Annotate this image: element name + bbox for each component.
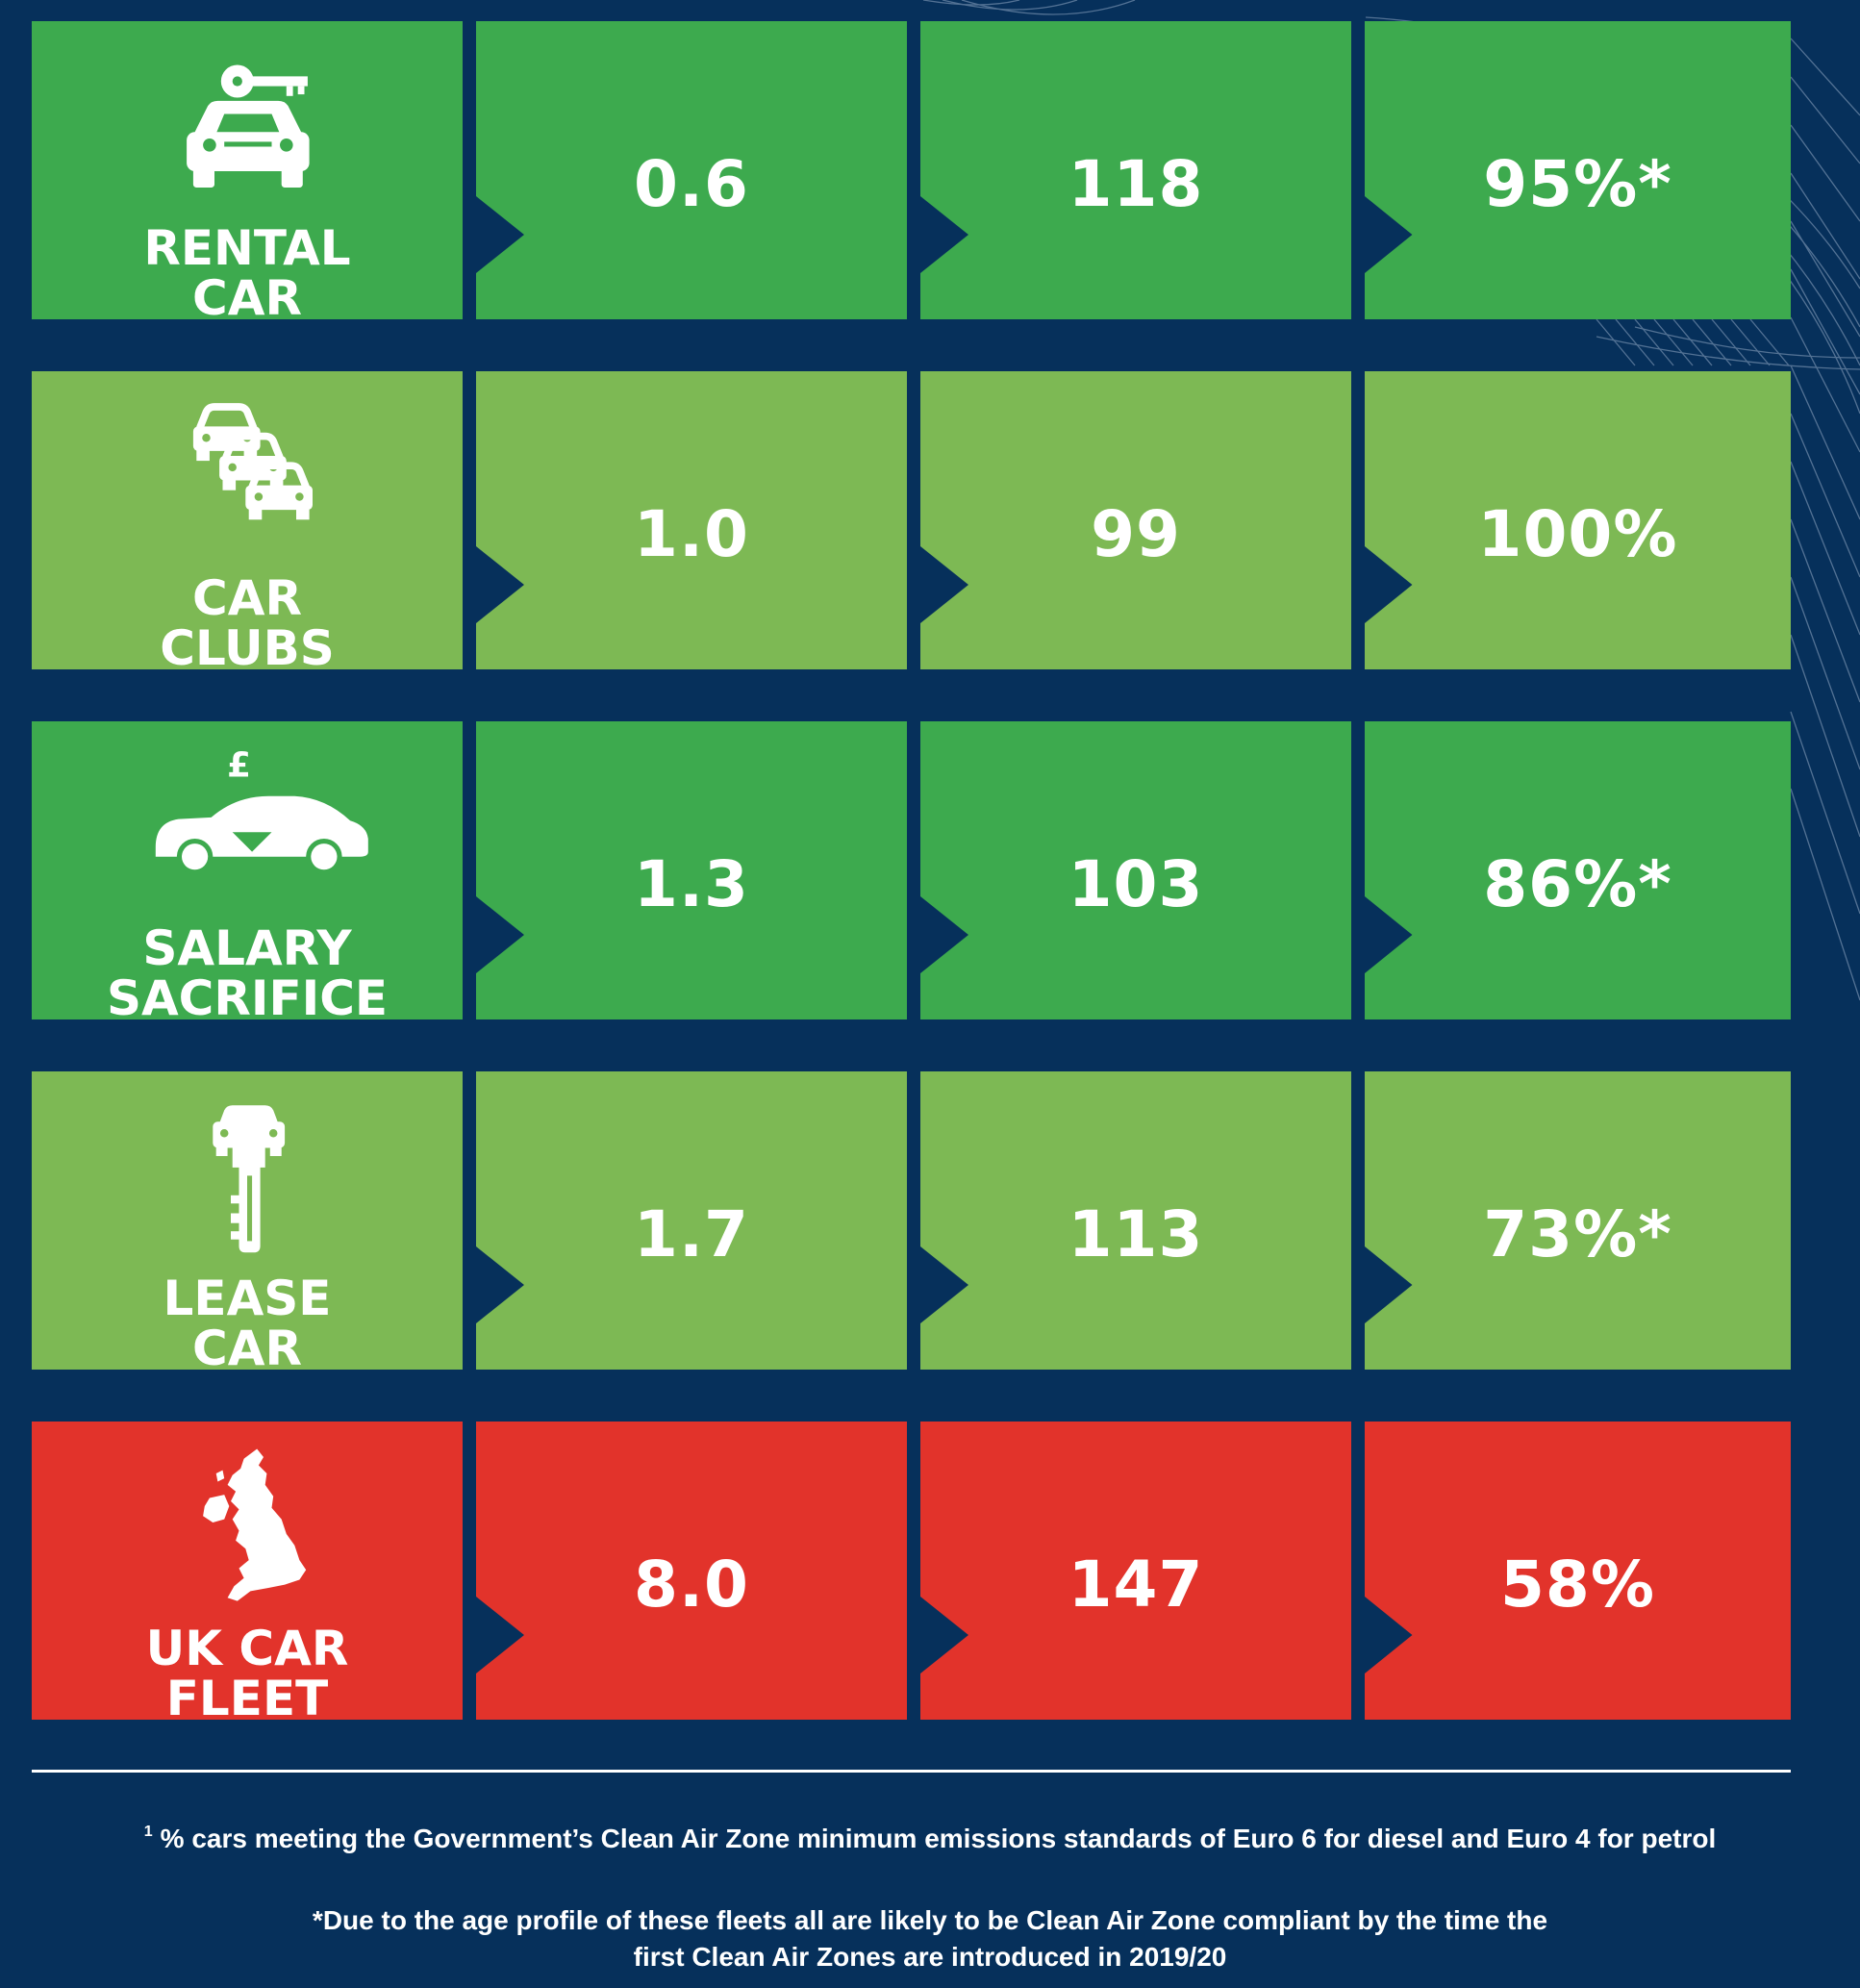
table-row: UK CAR FLEET 8.0 147 58% xyxy=(32,1422,1791,1724)
value-cell: 95%* xyxy=(1365,21,1791,319)
row-label-line: LEASE xyxy=(163,1271,332,1326)
value-cell: 147 xyxy=(920,1422,1351,1720)
row-label: RENTAL CAR xyxy=(32,223,463,323)
data-label: 118 xyxy=(1068,147,1204,221)
row-label: UK CAR FLEET xyxy=(32,1623,463,1724)
value-cell: 1.7 xyxy=(476,1071,907,1370)
row-label-line: SALARY xyxy=(142,920,352,976)
row-label-line: FLEET xyxy=(165,1671,329,1726)
data-label: 103 xyxy=(1068,847,1204,921)
row-label-line: CLUBS xyxy=(160,620,335,676)
value-cell: 86%* xyxy=(1365,721,1791,1019)
row-label-cell: CAR CLUBS xyxy=(32,371,463,673)
value-cell: 113 xyxy=(920,1071,1351,1370)
row-label-cell: LEASE CAR xyxy=(32,1071,463,1373)
row-label-cell: RENTAL CAR xyxy=(32,21,463,323)
value-cell: 99 xyxy=(920,371,1351,669)
data-label: 113 xyxy=(1068,1197,1204,1271)
row-label-line: RENTAL xyxy=(143,220,351,276)
data-label: 1.7 xyxy=(634,1197,749,1271)
row-label-cell: UK CAR FLEET xyxy=(32,1422,463,1724)
car-key-icon xyxy=(187,64,310,188)
footnote-1-text: % cars meeting the Government’s Clean Ai… xyxy=(160,1824,1717,1853)
svg-text:£: £ xyxy=(227,745,251,785)
row-label-line: UK CAR xyxy=(145,1621,349,1676)
table-row: RENTAL CAR 0.6 118 95%* xyxy=(32,21,1791,323)
data-label: 147 xyxy=(1068,1548,1204,1622)
footnote-2-line-1: *Due to the age profile of these fleets … xyxy=(312,1905,1548,1935)
car-on-key-icon xyxy=(213,1105,286,1253)
value-cell: 8.0 xyxy=(476,1422,907,1720)
pound-car-icon: £ xyxy=(155,745,368,875)
value-cell: 100% xyxy=(1365,371,1791,669)
data-label: 8.0 xyxy=(634,1548,749,1622)
row-label: SALARY SACRIFICE xyxy=(32,923,463,1023)
data-label: 1.0 xyxy=(634,497,749,571)
footnote-1-marker: 1 xyxy=(143,1824,153,1840)
data-label: 99 xyxy=(1091,497,1181,571)
stacked-cars-icon xyxy=(192,403,313,520)
value-cell: 118 xyxy=(920,21,1351,319)
data-label: 86%* xyxy=(1483,847,1672,921)
row-label-cell: £ SALARY SACRIFICE xyxy=(32,721,463,1023)
data-label: 100% xyxy=(1477,497,1678,571)
divider-rule xyxy=(32,1770,1791,1773)
uk-map-icon xyxy=(203,1448,307,1601)
row-label-line: CAR xyxy=(192,270,302,326)
row-label: LEASE CAR xyxy=(32,1273,463,1373)
value-cell: 1.3 xyxy=(476,721,907,1019)
data-label: 95%* xyxy=(1483,147,1672,221)
table-row: £ SALARY SACRIFICE 1.3 103 86%* xyxy=(32,721,1791,1023)
row-label-line: SACRIFICE xyxy=(106,970,389,1026)
table-row: CAR CLUBS 1.0 99 100% xyxy=(32,371,1791,673)
data-label: 73%* xyxy=(1483,1197,1672,1271)
footnote-1: 1 % cars meeting the Government’s Clean A… xyxy=(0,1824,1860,1854)
data-label: 0.6 xyxy=(634,147,749,221)
value-cell: 73%* xyxy=(1365,1071,1791,1370)
value-cell: 1.0 xyxy=(476,371,907,669)
footnote-2-line-2: first Clean Air Zones are introduced in … xyxy=(633,1942,1227,1972)
row-label: CAR CLUBS xyxy=(32,573,463,673)
table-row: LEASE CAR 1.7 113 73%* xyxy=(32,1071,1791,1373)
data-label: 1.3 xyxy=(634,847,749,921)
value-cell: 103 xyxy=(920,721,1351,1019)
row-label-line: CAR xyxy=(192,1321,302,1376)
data-label: 58% xyxy=(1500,1548,1655,1622)
value-cell: 0.6 xyxy=(476,21,907,319)
footnote-2: *Due to the age profile of these fleets … xyxy=(0,1902,1860,1975)
value-cell: 58% xyxy=(1365,1422,1791,1720)
row-label-line: CAR xyxy=(192,570,302,626)
